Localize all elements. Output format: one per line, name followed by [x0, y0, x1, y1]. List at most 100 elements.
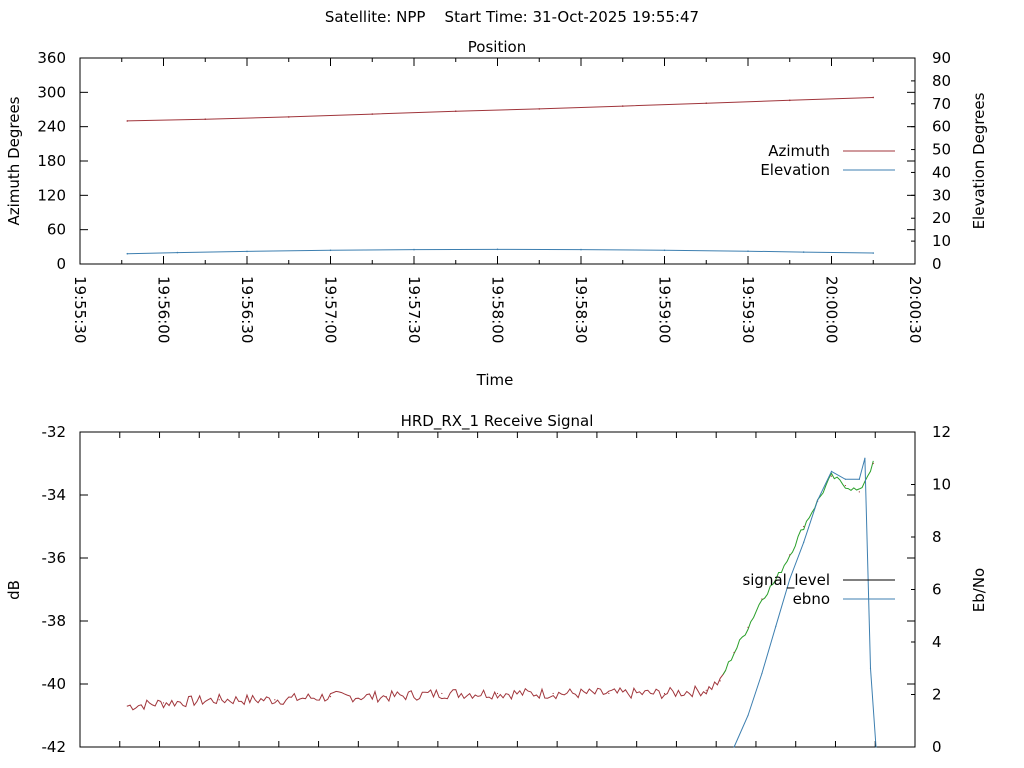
data-point-azimuth [872, 96, 875, 99]
receive-y2-tick-label: 8 [932, 528, 942, 546]
data-point-signal-level [803, 525, 805, 528]
position-chart: Position 0 60 120 180 240 300 360 0 10 20 30 40 50 6… [5, 38, 988, 389]
data-point-signal-level [761, 598, 763, 600]
receive-right-axis: 0 2 4 6 8 10 12 [911, 423, 951, 756]
data-point-signal-level [858, 491, 860, 493]
position-y2-tick-label: 0 [932, 255, 942, 273]
receive-plot-frame [79, 431, 916, 748]
position-x-tick-label: 19:58:00 [489, 276, 507, 343]
data-point-elevation [663, 249, 666, 252]
position-x-tick-label: 19:57:30 [405, 276, 423, 343]
data-point-signal-level [733, 651, 735, 654]
data-point-azimuth [287, 116, 290, 118]
data-point-elevation [580, 248, 582, 251]
data-point-elevation [413, 248, 415, 251]
position-y2-tick-label: 70 [932, 95, 951, 113]
receive-y-tick-label: -36 [42, 549, 67, 567]
data-point-ebno [733, 746, 735, 748]
data-point-elevation [747, 250, 749, 252]
position-x-tick-label: 20:00:30 [906, 276, 924, 343]
position-y-tick-label: 60 [47, 221, 66, 239]
position-x-tick-label: 19:55:30 [71, 276, 89, 343]
data-point-ebno [864, 457, 866, 459]
data-point-signal-level [218, 699, 220, 701]
series-line-azimuth [127, 97, 874, 122]
data-point-ebno [875, 746, 877, 748]
data-point-signal-level [705, 689, 707, 691]
position-y2-tick-label: 60 [932, 118, 951, 136]
position-x-tick-label: 19:57:00 [322, 276, 340, 343]
receive-x-axis [119, 432, 876, 747]
data-point-signal-level [162, 702, 165, 704]
position-y2-tick-label: 10 [932, 232, 951, 250]
data-point-signal-level [663, 692, 666, 695]
receive-y-tick-label: -40 [42, 675, 67, 693]
data-point-signal-level [719, 680, 721, 682]
receive-y-tick-label: -38 [42, 612, 67, 630]
data-point-ebno [830, 470, 833, 472]
data-point-ebno [844, 478, 847, 480]
data-point-elevation [126, 252, 129, 255]
position-y2-tick-label: 80 [932, 72, 951, 90]
legend-label-elevation: Elevation [760, 161, 830, 179]
data-point-azimuth [454, 110, 457, 113]
position-x-tick-label: 19:58:30 [572, 276, 590, 343]
position-y2-tick-label: 50 [932, 141, 951, 159]
data-point-ebno [775, 625, 777, 627]
position-series [126, 96, 875, 255]
position-x-axis: 19:55:30 19:56:00 19:56:30 19:57:00 19:57:30… [71, 58, 924, 343]
data-point-signal-level [775, 579, 777, 581]
position-x-axis-label: Time [476, 371, 514, 389]
position-y-tick-label: 0 [56, 255, 66, 273]
data-point-ebno [789, 578, 791, 580]
position-y-tick-label: 120 [37, 186, 66, 204]
position-x-tick-label: 19:59:00 [656, 276, 674, 343]
data-point-signal-level [552, 692, 554, 695]
data-point-signal-level [329, 696, 332, 698]
page-title: Satellite: NPP Start Time: 31-Oct-2025 1… [325, 8, 699, 26]
position-y-tick-label: 360 [37, 49, 66, 67]
data-point-elevation [802, 251, 805, 253]
data-point-ebno [858, 478, 860, 480]
receive-y2-axis-label: Eb/No [970, 568, 988, 612]
data-point-signal-level [441, 692, 443, 695]
data-point-elevation [176, 251, 179, 254]
position-right-axis: 0 10 20 30 40 50 60 70 80 90 [911, 49, 951, 273]
data-point-signal-level [126, 705, 128, 707]
data-point-signal-level [830, 475, 833, 477]
data-point-azimuth [371, 113, 374, 115]
data-point-ebno [803, 541, 805, 543]
receive-y-axis-label: dB [5, 580, 23, 600]
receive-y2-tick-label: 2 [932, 686, 942, 704]
data-point-azimuth [621, 105, 624, 107]
data-point-signal-level [844, 484, 847, 487]
position-y2-tick-label: 30 [932, 186, 951, 204]
data-point-elevation [496, 248, 499, 251]
position-y2-tick-label: 90 [932, 49, 951, 67]
data-point-signal-level [872, 462, 874, 465]
position-y-tick-label: 240 [37, 118, 66, 136]
data-point-signal-level [747, 626, 749, 628]
data-point-ebno [747, 714, 749, 717]
data-point-signal-level [608, 692, 610, 695]
data-point-ebno [816, 499, 819, 501]
data-point-elevation [872, 252, 875, 254]
position-x-tick-label: 20:00:00 [823, 276, 841, 343]
position-x-tick-label: 19:56:30 [238, 276, 256, 343]
position-y-tick-label: 300 [37, 83, 66, 101]
data-point-elevation [329, 249, 332, 252]
data-point-signal-level [789, 554, 791, 556]
position-y-axis-label: Azimuth Degrees [5, 96, 23, 225]
data-point-azimuth [705, 102, 708, 105]
legend-label-signal-level: signal_level [742, 571, 830, 590]
receive-y2-tick-label: 10 [932, 476, 951, 494]
legend-label-azimuth: Azimuth [768, 142, 830, 160]
receive-y2-tick-label: 4 [932, 633, 942, 651]
data-point-signal-level [385, 696, 387, 698]
legend-label-ebno: ebno [793, 590, 830, 608]
receive-y-tick-label: -42 [42, 738, 67, 756]
series-line-elevation [127, 248, 874, 255]
